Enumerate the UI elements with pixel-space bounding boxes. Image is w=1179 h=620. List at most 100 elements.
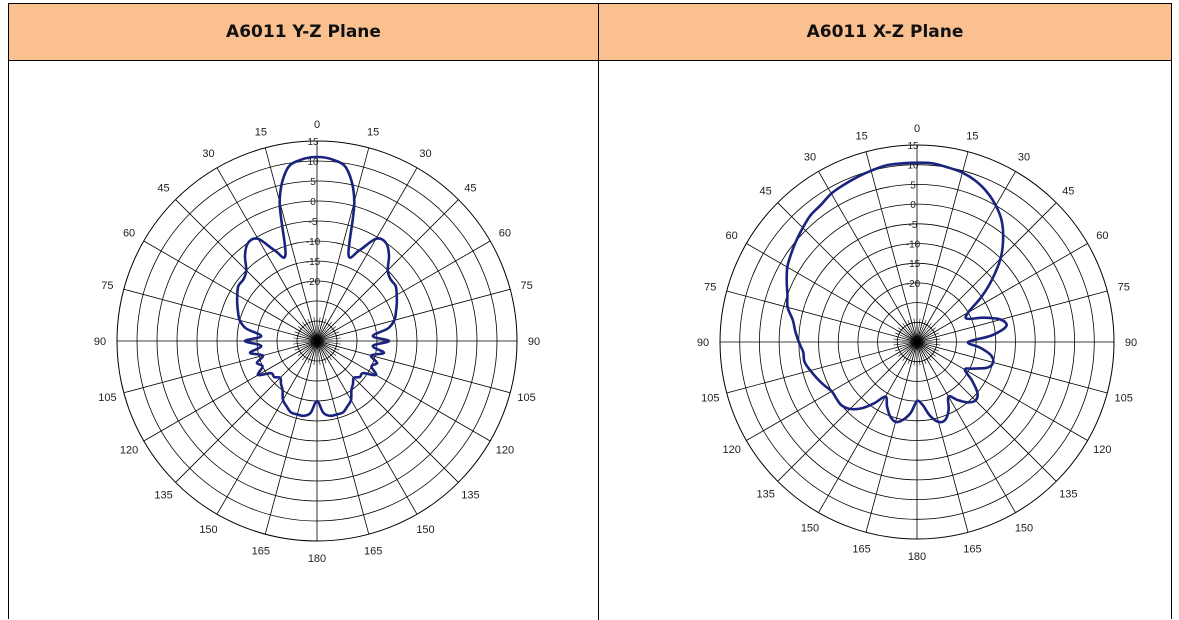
hub-spoke bbox=[916, 323, 932, 343]
hub-spoke bbox=[913, 341, 918, 366]
radial-tick-label: -15 bbox=[306, 257, 321, 268]
grid-spoke bbox=[818, 341, 918, 513]
grid-spoke bbox=[264, 147, 318, 342]
grid-spoke bbox=[264, 340, 318, 535]
radial-tick-label: 15 bbox=[907, 141, 919, 152]
hub-spoke bbox=[902, 323, 918, 343]
angle-label: 90 bbox=[528, 336, 540, 348]
angle-label: 135 bbox=[1059, 488, 1077, 500]
hub-spoke bbox=[910, 319, 918, 343]
angle-label: 75 bbox=[101, 280, 113, 292]
grid-spoke bbox=[916, 290, 1108, 343]
hub-spoke bbox=[904, 341, 918, 363]
grid-spoke bbox=[865, 151, 918, 343]
hub-spoke bbox=[313, 340, 318, 365]
hub-spoke bbox=[316, 328, 338, 342]
hub-spoke bbox=[913, 318, 918, 343]
angle-label: 60 bbox=[123, 228, 135, 240]
angle-label: 75 bbox=[1118, 282, 1130, 294]
hub-spoke bbox=[916, 341, 924, 365]
column-title-xz: A6011 X-Z Plane bbox=[806, 22, 964, 42]
hub-spoke bbox=[316, 340, 330, 362]
hub-spoke bbox=[894, 335, 918, 343]
angle-label: 0 bbox=[314, 119, 320, 131]
radiation-pattern-line bbox=[235, 155, 399, 418]
xz-plane-polar-chart: 0153045607590105120135150165180165150135… bbox=[697, 123, 1137, 563]
hub-spoke bbox=[294, 340, 318, 351]
grid-spoke bbox=[316, 340, 459, 483]
grid-spoke bbox=[818, 171, 918, 343]
grid-spoke bbox=[316, 340, 370, 535]
radial-tick-label: 15 bbox=[307, 137, 319, 148]
radial-tick-label: -10 bbox=[906, 240, 921, 251]
radial-labels: 15 10 5 0 -5 -10 -15 -20 bbox=[906, 141, 921, 290]
angle-label: 60 bbox=[726, 230, 738, 242]
angle-label: 90 bbox=[94, 336, 106, 348]
angle-label: 75 bbox=[704, 282, 716, 294]
radiation-pattern-line bbox=[785, 161, 1008, 424]
angle-label: 60 bbox=[1096, 230, 1108, 242]
angle-label: 165 bbox=[252, 546, 270, 558]
grid-spoke bbox=[316, 147, 370, 342]
grid-spoke bbox=[916, 243, 1088, 343]
angle-label: 30 bbox=[804, 152, 816, 164]
hub-spoke bbox=[900, 341, 918, 359]
hub-spoke bbox=[293, 334, 318, 342]
grid-spoke bbox=[746, 243, 918, 343]
grid-spoke bbox=[916, 341, 1088, 441]
angle-label: 0 bbox=[914, 123, 920, 135]
hub-spoke bbox=[316, 323, 335, 342]
grid-spoke bbox=[777, 341, 918, 482]
grid-spoke bbox=[316, 340, 491, 442]
hub-spoke bbox=[916, 321, 930, 343]
angle-label: 45 bbox=[1062, 186, 1074, 198]
angle-label: 105 bbox=[517, 392, 535, 404]
grid-spoke bbox=[175, 340, 318, 483]
hub-spoke bbox=[316, 340, 324, 365]
hub-spoke bbox=[916, 341, 938, 355]
hub-spoke bbox=[316, 320, 330, 342]
grid-spoke bbox=[316, 240, 491, 342]
hub-spoke bbox=[895, 332, 918, 343]
hub-spoke bbox=[907, 341, 918, 364]
hub-spoke bbox=[316, 326, 337, 342]
angle-label: 180 bbox=[908, 551, 926, 563]
radial-tick-label: 10 bbox=[307, 157, 319, 168]
grid-spoke bbox=[865, 341, 918, 533]
column-divider bbox=[598, 4, 599, 620]
radial-tick-label: 10 bbox=[907, 161, 919, 172]
grid-spoke bbox=[216, 340, 318, 515]
column-header-yz: A6011 Y-Z Plane bbox=[9, 4, 598, 61]
hub-spoke bbox=[316, 340, 321, 365]
hub-spoke bbox=[895, 341, 918, 352]
hub-spoke bbox=[916, 327, 936, 343]
grid-spoke bbox=[216, 167, 318, 342]
grid-spoke bbox=[143, 240, 318, 342]
hub-spoke bbox=[297, 326, 318, 342]
radial-tick-label: -5 bbox=[909, 220, 918, 231]
hub-spoke bbox=[894, 341, 918, 349]
angle-label: 90 bbox=[697, 337, 709, 349]
angle-label: 105 bbox=[1115, 392, 1133, 404]
hub-spoke bbox=[910, 341, 918, 365]
hub-spoke bbox=[893, 338, 918, 343]
hub-spoke bbox=[316, 340, 335, 359]
hub-spoke bbox=[316, 317, 321, 342]
grid-spoke bbox=[123, 340, 318, 394]
angle-label: 135 bbox=[461, 489, 479, 501]
hub-spoke bbox=[304, 320, 318, 342]
hub-spoke bbox=[916, 320, 927, 343]
angle-label: 75 bbox=[520, 280, 532, 292]
hub-spoke bbox=[307, 340, 318, 364]
hub-spoke bbox=[316, 340, 341, 348]
hub-spoke bbox=[316, 340, 327, 364]
radial-tick-label: 5 bbox=[910, 180, 916, 191]
angle-label: 165 bbox=[852, 544, 870, 556]
hub-spoke bbox=[916, 332, 939, 343]
hub-spoke bbox=[902, 341, 918, 361]
hub-spoke bbox=[898, 341, 918, 357]
hub-spoke bbox=[900, 325, 918, 343]
hub-spoke bbox=[896, 341, 918, 355]
radial-tick-label: -20 bbox=[906, 279, 921, 290]
angle-label: 150 bbox=[801, 522, 819, 534]
